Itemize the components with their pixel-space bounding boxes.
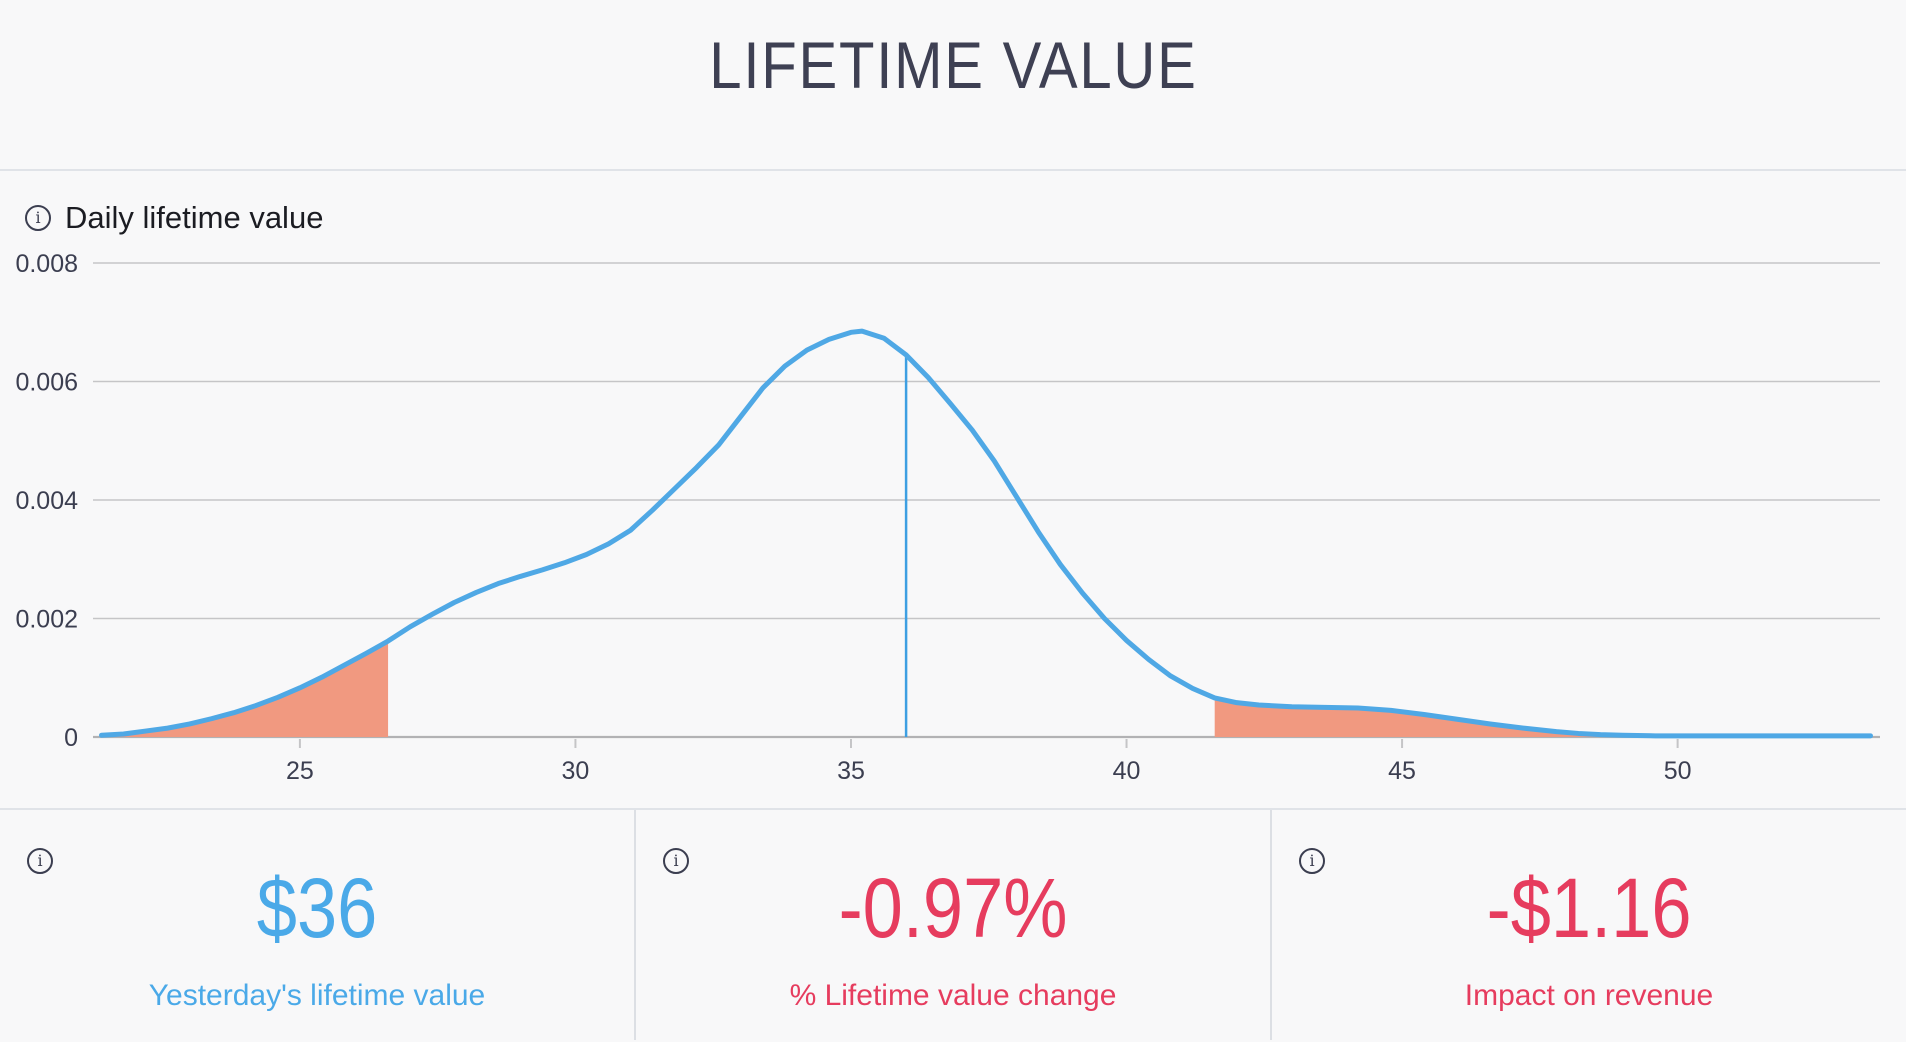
gridlines — [93, 262, 1880, 739]
page-title: LIFETIME VALUE — [708, 27, 1198, 102]
density-curve-line — [99, 328, 1873, 739]
chart-section: i Daily lifetime value 25 30 35 40 45 50 0 0.0… — [0, 171, 1906, 810]
x-tick-label: 25 — [286, 757, 314, 785]
y-tick-label: 0 — [64, 724, 78, 752]
info-icon[interactable]: i — [1299, 848, 1325, 874]
y-tick-label: 0.004 — [15, 487, 78, 515]
stat-cards: i $36 Yesterday's lifetime value i -0.97… — [0, 810, 1906, 1040]
shaded-tail-regions — [107, 641, 1601, 737]
card-impact-on-revenue: i -$1.16 Impact on revenue — [1270, 810, 1906, 1040]
chart-title: Daily lifetime value — [65, 200, 324, 235]
info-icon[interactable]: i — [663, 848, 689, 874]
y-tick-label: 0.008 — [15, 250, 78, 278]
info-icon[interactable]: i — [27, 848, 53, 874]
stat-value: $36 — [256, 861, 378, 955]
header: LIFETIME VALUE — [0, 0, 1906, 171]
stat-label: % Lifetime value change — [789, 979, 1117, 1012]
density-curve — [99, 328, 1873, 739]
y-axis-ticks: 0 0.002 0.004 0.006 0.008 — [15, 250, 78, 752]
x-tick-label: 40 — [1113, 757, 1141, 785]
info-icon-glyph: i — [1309, 851, 1315, 870]
stat-value: -$1.16 — [1486, 861, 1692, 955]
stat-label: Yesterday's lifetime value — [148, 979, 486, 1012]
info-icon-glyph: i — [37, 851, 43, 870]
x-tick-label: 50 — [1664, 757, 1692, 785]
y-tick-label: 0.002 — [15, 606, 78, 634]
x-tick-label: 45 — [1388, 757, 1416, 785]
x-tick-label: 35 — [837, 757, 865, 785]
x-axis-ticks: 25 30 35 40 45 50 — [286, 739, 1692, 785]
chart-label-row: i Daily lifetime value — [25, 200, 323, 236]
stat-label: Impact on revenue — [1464, 979, 1714, 1012]
card-lifetime-value-change: i -0.97% % Lifetime value change — [634, 810, 1270, 1040]
x-tick-label: 30 — [562, 757, 590, 785]
left-tail-shaded-area — [107, 641, 389, 737]
info-icon[interactable]: i — [25, 205, 51, 231]
density-chart: 25 30 35 40 45 50 0 0.002 0.004 0.006 0.008 — [15, 250, 1880, 785]
card-yesterdays-lifetime-value: i $36 Yesterday's lifetime value — [0, 810, 634, 1040]
info-icon-glyph: i — [673, 851, 679, 870]
stat-value: -0.97% — [838, 861, 1068, 955]
info-icon-glyph: i — [35, 208, 41, 227]
y-tick-label: 0.006 — [15, 369, 78, 397]
